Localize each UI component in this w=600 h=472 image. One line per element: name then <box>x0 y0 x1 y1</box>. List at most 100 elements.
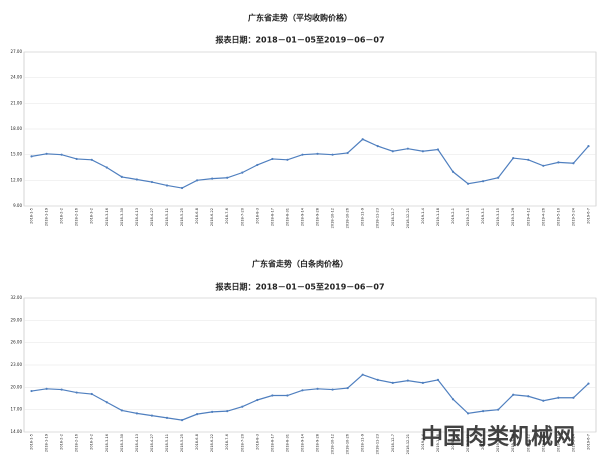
data-point <box>451 398 455 401</box>
x-tick-label: 2019-3-29 <box>511 208 515 226</box>
data-point <box>301 153 304 156</box>
x-tick-label: 2018-3-16 <box>105 208 109 226</box>
x-tick-label: 2018-6-22 <box>210 434 214 452</box>
y-tick-label: 24.00 <box>11 75 23 80</box>
series-line <box>31 138 589 189</box>
x-tick-label: 2018-5-11 <box>165 434 169 452</box>
x-tick-label: 2019-1-18 <box>436 208 440 226</box>
y-tick-label: 32.00 <box>11 295 23 300</box>
x-tick-label: 2018-8-3 <box>255 434 259 450</box>
x-tick-label: 2019-3-29 <box>511 434 515 452</box>
data-point <box>572 396 575 399</box>
x-tick-label: 2018-5-25 <box>180 434 184 452</box>
x-tick-label: 2018-8-17 <box>270 208 274 226</box>
chart-subtitle: 报表日期：2018－01－05至2019－06－07 <box>215 282 384 292</box>
data-point <box>286 394 289 397</box>
data-point <box>45 387 48 390</box>
x-tick-label: 2019-5-10 <box>556 434 560 452</box>
x-tick-label: 2019-6-7 <box>586 208 590 224</box>
x-tick-label: 2018-1-5 <box>30 434 34 450</box>
x-tick-label: 2019-2-15 <box>466 434 470 452</box>
x-tick-label: 2019-2-1 <box>451 208 455 224</box>
data-point <box>497 408 500 411</box>
data-point <box>512 156 515 160</box>
data-point <box>572 162 575 165</box>
data-point <box>346 386 349 390</box>
y-tick-label: 18.00 <box>11 126 23 131</box>
data-point <box>466 412 470 415</box>
x-tick-label: 2018-2-2 <box>60 208 64 224</box>
data-point <box>60 388 63 391</box>
x-tick-label: 2018-8-3 <box>255 208 259 224</box>
data-point <box>421 381 424 384</box>
data-point <box>90 392 93 396</box>
y-tick-label: 27.00 <box>11 49 23 54</box>
data-point <box>196 413 199 416</box>
data-point <box>542 399 545 402</box>
data-point <box>421 150 424 153</box>
data-point <box>361 373 364 376</box>
data-point <box>497 176 500 179</box>
data-point <box>150 414 154 417</box>
x-tick-label: 2018-10-12 <box>331 208 335 228</box>
x-tick-label: 2019-3-15 <box>496 208 500 226</box>
data-point <box>271 157 274 161</box>
chart-subtitle: 报表日期：2018－01－05至2019－06－07 <box>215 35 384 45</box>
watermark: 中国肉类机械网 <box>421 425 575 450</box>
data-point <box>45 152 48 155</box>
x-tick-label: 2018-3-30 <box>120 434 124 452</box>
data-point <box>105 401 108 404</box>
x-tick-label: 2018-4-13 <box>135 208 139 226</box>
data-point <box>256 398 259 402</box>
data-point <box>391 150 394 153</box>
data-point <box>30 155 33 158</box>
data-point <box>331 153 334 156</box>
x-tick-label: 2019-1-18 <box>436 434 440 452</box>
data-point <box>482 180 485 183</box>
x-tick-label: 2018-5-25 <box>180 208 184 226</box>
data-point <box>135 412 138 415</box>
data-point <box>466 182 470 185</box>
y-tick-label: 9.00 <box>13 203 22 208</box>
x-tick-label: 2018-9-14 <box>300 207 304 226</box>
data-point <box>346 151 349 155</box>
series-line <box>31 373 589 421</box>
x-tick-label: 2019-1-4 <box>421 207 425 224</box>
data-point <box>587 145 590 148</box>
x-tick-label: 2018-1-19 <box>45 434 49 452</box>
data-point <box>180 186 184 190</box>
data-point <box>226 410 229 413</box>
x-tick-label: 2018-10-26 <box>346 434 350 454</box>
x-tick-label: 2019-5-24 <box>571 433 575 452</box>
data-point <box>75 391 78 394</box>
x-tick-label: 2018-6-8 <box>195 208 199 224</box>
data-point <box>587 382 590 385</box>
data-point <box>512 393 515 396</box>
x-tick-label: 2019-5-24 <box>571 207 575 226</box>
data-point <box>90 158 93 161</box>
x-tick-label: 2018-1-19 <box>45 208 49 226</box>
data-point <box>75 157 78 161</box>
x-tick-label: 2018-7-6 <box>225 434 229 450</box>
data-point <box>165 416 169 419</box>
data-point <box>135 178 138 181</box>
data-point <box>105 166 108 169</box>
data-point <box>316 387 319 390</box>
x-tick-label: 2018-5-11 <box>165 208 169 226</box>
data-point <box>361 138 364 141</box>
y-tick-label: 21.00 <box>11 100 23 105</box>
data-point <box>527 158 530 161</box>
x-tick-label: 2019-3-1 <box>481 434 485 450</box>
data-point <box>241 405 244 408</box>
data-point <box>301 389 304 392</box>
data-point <box>557 161 560 164</box>
x-tick-label: 2018-6-8 <box>195 434 199 450</box>
x-tick-label: 2019-4-12 <box>526 208 530 226</box>
x-tick-label: 2018-7-20 <box>240 208 244 226</box>
x-tick-label: 2019-4-26 <box>541 434 545 452</box>
data-point <box>436 378 440 381</box>
x-tick-label: 2018-9-28 <box>316 434 320 452</box>
data-point <box>331 388 334 391</box>
x-tick-label: 2018-4-27 <box>150 434 154 452</box>
